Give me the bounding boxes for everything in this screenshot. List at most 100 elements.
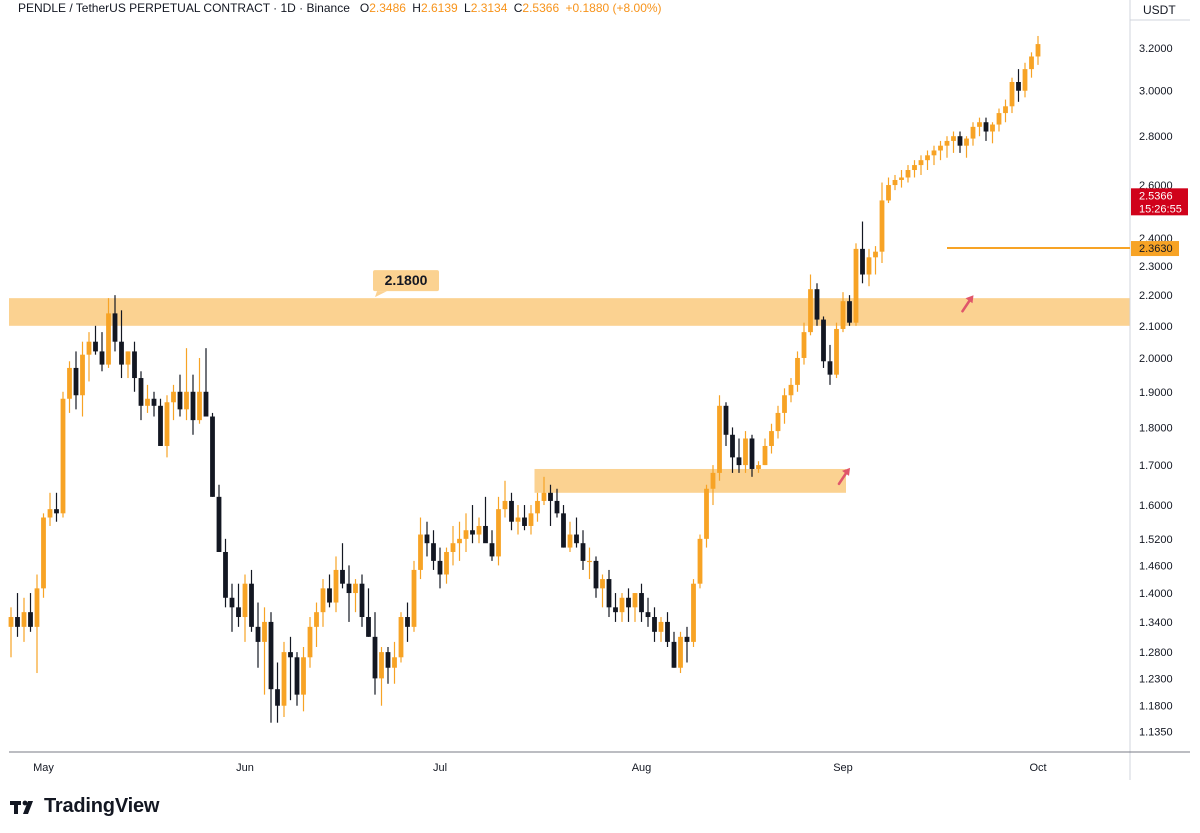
price-tick-label: 3.0000 xyxy=(1139,86,1173,98)
candle-body xyxy=(574,534,579,544)
candle-body xyxy=(606,579,612,608)
candle xyxy=(801,322,807,365)
candle-body xyxy=(600,579,605,589)
time-tick-label: May xyxy=(33,762,54,774)
candle xyxy=(236,583,241,627)
candle-body xyxy=(905,170,911,178)
candle-body xyxy=(808,289,813,333)
candle xyxy=(333,556,339,613)
candle xyxy=(1022,62,1028,98)
candle xyxy=(99,332,105,372)
candle-body xyxy=(619,597,625,613)
candle-body xyxy=(626,597,631,608)
candle xyxy=(769,423,774,454)
candle-body xyxy=(1029,56,1034,70)
candle-body xyxy=(639,593,644,613)
candle xyxy=(255,602,261,668)
candle xyxy=(938,140,943,161)
candle-body xyxy=(632,593,638,608)
candle-body xyxy=(541,492,547,501)
tradingview-logo[interactable]: TradingView xyxy=(10,795,159,818)
candle xyxy=(314,602,319,647)
price-tick-label: 1.1350 xyxy=(1139,726,1173,738)
candle-body xyxy=(853,248,859,323)
candle xyxy=(626,588,631,622)
candle-body xyxy=(710,472,716,489)
candle-body xyxy=(164,402,170,446)
zone-label-box xyxy=(373,270,439,292)
candle-body xyxy=(860,248,865,275)
candle-body xyxy=(470,530,475,535)
candle-body xyxy=(873,251,878,258)
candle-body xyxy=(346,583,352,594)
close-label: C xyxy=(513,1,523,15)
candle xyxy=(463,513,469,552)
candle-body xyxy=(268,621,274,690)
candle xyxy=(743,431,748,473)
support-resistance-zone-1 xyxy=(534,468,846,493)
candle-body xyxy=(658,621,664,632)
arrow-shaft xyxy=(837,470,849,486)
zone-label-text: 2.1800 xyxy=(385,272,428,288)
candle-body xyxy=(801,332,807,358)
candle xyxy=(600,574,605,608)
candle-body xyxy=(314,612,319,627)
candle xyxy=(320,579,326,627)
price-unit[interactable]: USDT xyxy=(1143,3,1176,17)
candle xyxy=(580,530,586,570)
candle-body xyxy=(184,391,189,410)
candle xyxy=(1016,69,1021,102)
candle xyxy=(372,612,378,695)
candle xyxy=(158,398,163,446)
candle-body xyxy=(918,160,924,166)
time-tick-label: Aug xyxy=(632,762,652,774)
candle xyxy=(164,395,170,458)
candle-body xyxy=(15,617,20,627)
candle-body xyxy=(938,145,943,151)
candle xyxy=(541,476,547,506)
candle-body xyxy=(821,319,826,362)
candle-body xyxy=(990,124,995,132)
candle-body xyxy=(424,534,430,544)
candle-body xyxy=(145,398,150,406)
candle-body xyxy=(509,500,514,522)
candle xyxy=(951,131,956,153)
candle xyxy=(476,517,482,544)
candle-body xyxy=(132,351,137,379)
candle xyxy=(249,569,254,632)
candle-body xyxy=(548,492,553,501)
candle xyxy=(431,530,436,570)
candle-body xyxy=(782,395,787,413)
price-tick-label: 1.6000 xyxy=(1139,500,1173,512)
candle-body xyxy=(886,185,891,201)
candle xyxy=(268,612,274,723)
candle-body xyxy=(515,517,521,522)
candle xyxy=(665,612,670,647)
candle xyxy=(879,182,885,263)
candle xyxy=(762,438,768,466)
candle-body xyxy=(353,583,358,594)
candle xyxy=(931,145,937,166)
support-resistance-zone-0 xyxy=(9,298,1130,326)
candle xyxy=(281,641,287,717)
candle xyxy=(606,569,612,618)
candle-body xyxy=(795,357,800,385)
candle xyxy=(860,221,865,284)
symbol-title[interactable]: PENDLE / TetherUS PERPETUAL CONTRACT · 1… xyxy=(18,1,350,15)
candle-body xyxy=(775,412,781,432)
candle-body xyxy=(28,612,33,627)
candle-body xyxy=(307,626,313,658)
candle xyxy=(34,574,40,674)
candle xyxy=(223,538,228,608)
price-axis[interactable]: 3.20003.00002.80002.60002.40002.30002.20… xyxy=(1131,43,1188,738)
candle-body xyxy=(561,513,566,548)
candle xyxy=(47,492,53,526)
candle-body xyxy=(229,597,235,608)
time-axis[interactable]: May Jun Jul Aug Sep Oct xyxy=(33,762,1046,774)
candle-body xyxy=(73,367,79,396)
candle xyxy=(1003,99,1008,123)
candle xyxy=(125,351,131,379)
candle xyxy=(80,341,85,417)
candle xyxy=(307,617,313,668)
